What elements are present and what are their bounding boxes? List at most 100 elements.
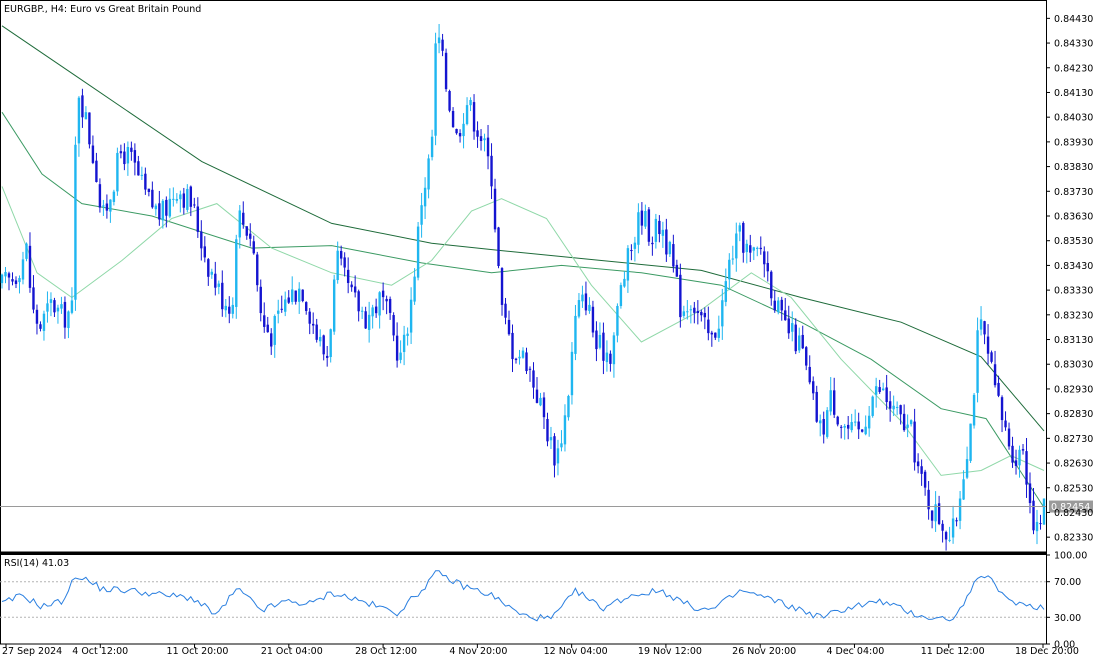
candle[interactable]: [700, 309, 703, 322]
candle[interactable]: [420, 192, 423, 238]
candle[interactable]: [962, 470, 965, 500]
candle[interactable]: [228, 296, 231, 324]
candle[interactable]: [469, 97, 472, 112]
candle[interactable]: [196, 197, 200, 238]
candle[interactable]: [18, 275, 21, 294]
candle[interactable]: [927, 481, 930, 520]
candle[interactable]: [301, 289, 304, 303]
candle[interactable]: [462, 113, 465, 149]
candle[interactable]: [584, 281, 588, 316]
candle[interactable]: [172, 187, 175, 207]
candle[interactable]: [822, 411, 825, 444]
candle[interactable]: [74, 136, 77, 311]
candle[interactable]: [885, 374, 888, 410]
candle[interactable]: [1018, 445, 1021, 478]
candle[interactable]: [158, 190, 161, 226]
candle[interactable]: [46, 291, 49, 323]
candle[interactable]: [633, 236, 637, 262]
candle[interactable]: [986, 324, 990, 365]
candle[interactable]: [235, 234, 238, 319]
candle[interactable]: [154, 203, 158, 216]
candle[interactable]: [619, 282, 623, 309]
candle[interactable]: [266, 316, 269, 333]
candle[interactable]: [298, 282, 301, 314]
candle[interactable]: [546, 412, 549, 447]
candle[interactable]: [465, 97, 469, 126]
candle[interactable]: [427, 154, 430, 199]
candle[interactable]: [941, 520, 944, 543]
candle[interactable]: [242, 201, 245, 229]
candle[interactable]: [567, 394, 570, 421]
candle[interactable]: [791, 311, 794, 342]
candles-layer[interactable]: [0, 23, 1046, 551]
candle[interactable]: [287, 290, 290, 304]
candle[interactable]: [318, 329, 322, 347]
candle[interactable]: [902, 404, 906, 432]
candle[interactable]: [175, 193, 179, 204]
candle[interactable]: [888, 391, 892, 422]
candle[interactable]: [0, 273, 4, 289]
candle[interactable]: [990, 350, 993, 364]
candle[interactable]: [906, 414, 909, 438]
candle[interactable]: [130, 141, 133, 161]
candle[interactable]: [784, 297, 787, 321]
candle[interactable]: [91, 135, 95, 165]
candle[interactable]: [81, 88, 84, 128]
candle[interactable]: [486, 124, 490, 170]
candle[interactable]: [360, 306, 364, 319]
candle[interactable]: [214, 261, 217, 296]
candle[interactable]: [948, 526, 951, 543]
candle[interactable]: [322, 334, 325, 361]
candle[interactable]: [598, 322, 602, 350]
candle[interactable]: [95, 152, 98, 183]
candle[interactable]: [514, 357, 518, 364]
candle[interactable]: [126, 141, 130, 176]
candle[interactable]: [916, 453, 920, 474]
candle[interactable]: [119, 144, 123, 159]
candle[interactable]: [850, 413, 853, 433]
candle[interactable]: [686, 299, 689, 320]
candle[interactable]: [735, 222, 738, 272]
candle[interactable]: [325, 346, 329, 367]
candle[interactable]: [346, 257, 350, 294]
candle[interactable]: [350, 281, 353, 292]
candle[interactable]: [147, 188, 151, 197]
candle[interactable]: [67, 310, 70, 339]
candle[interactable]: [1000, 395, 1004, 433]
candle[interactable]: [497, 226, 500, 269]
candle[interactable]: [616, 303, 619, 343]
candle[interactable]: [490, 143, 493, 200]
candle[interactable]: [710, 330, 714, 347]
candle[interactable]: [535, 377, 539, 404]
candle[interactable]: [846, 416, 850, 440]
candle[interactable]: [714, 332, 717, 341]
candle[interactable]: [88, 112, 91, 149]
candle[interactable]: [553, 433, 556, 478]
candle[interactable]: [591, 300, 595, 338]
candle[interactable]: [836, 415, 839, 427]
candle[interactable]: [451, 107, 455, 128]
candle[interactable]: [651, 236, 654, 256]
candle[interactable]: [864, 415, 867, 436]
candle[interactable]: [353, 275, 357, 298]
candle[interactable]: [259, 279, 262, 322]
candle[interactable]: [444, 48, 448, 92]
candle[interactable]: [972, 392, 976, 429]
candle[interactable]: [979, 306, 983, 336]
candle[interactable]: [395, 322, 399, 368]
candle[interactable]: [812, 376, 815, 400]
candle[interactable]: [563, 404, 567, 452]
candle[interactable]: [819, 414, 822, 437]
candle[interactable]: [441, 33, 444, 57]
candle[interactable]: [703, 307, 707, 330]
candle[interactable]: [437, 23, 441, 54]
candle[interactable]: [658, 215, 661, 243]
candle[interactable]: [56, 304, 60, 324]
candle[interactable]: [976, 317, 979, 403]
candle[interactable]: [388, 296, 392, 320]
candle[interactable]: [805, 345, 808, 371]
candle[interactable]: [332, 274, 336, 335]
candle[interactable]: [777, 297, 780, 315]
candle[interactable]: [951, 505, 955, 544]
candle[interactable]: [63, 296, 67, 339]
